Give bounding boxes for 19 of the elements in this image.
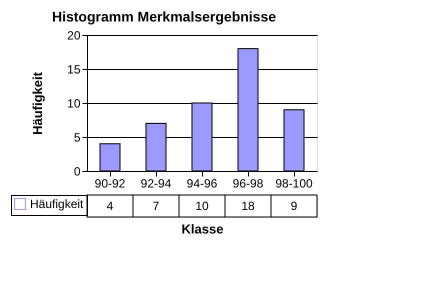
y-tick-label: 15 [67,62,81,76]
y-tick-label: 10 [67,96,81,110]
y-tick-label: 5 [74,130,81,144]
data-label: 4 [106,199,114,213]
x-tick-label: 92-94 [140,176,172,190]
y-tick-label: 0 [74,164,81,178]
x-tick-label: 94-96 [186,176,218,190]
chart-title: Histogramm Merkmalsergebnisse [52,8,276,24]
y-tick-label: 20 [67,28,81,42]
data-label: 7 [152,199,160,213]
x-axis-title: Klasse [182,222,224,236]
x-tick-label: 90-92 [94,176,126,190]
data-label: 18 [241,199,255,213]
data-label: 10 [195,199,209,213]
x-tick-label: 98-100 [275,176,314,190]
legend-label: Häufigkeit [30,197,84,211]
x-tick-label: 96-98 [232,176,264,190]
y-axis-title: Häufigkeit [30,71,46,135]
data-label: 9 [290,199,298,213]
